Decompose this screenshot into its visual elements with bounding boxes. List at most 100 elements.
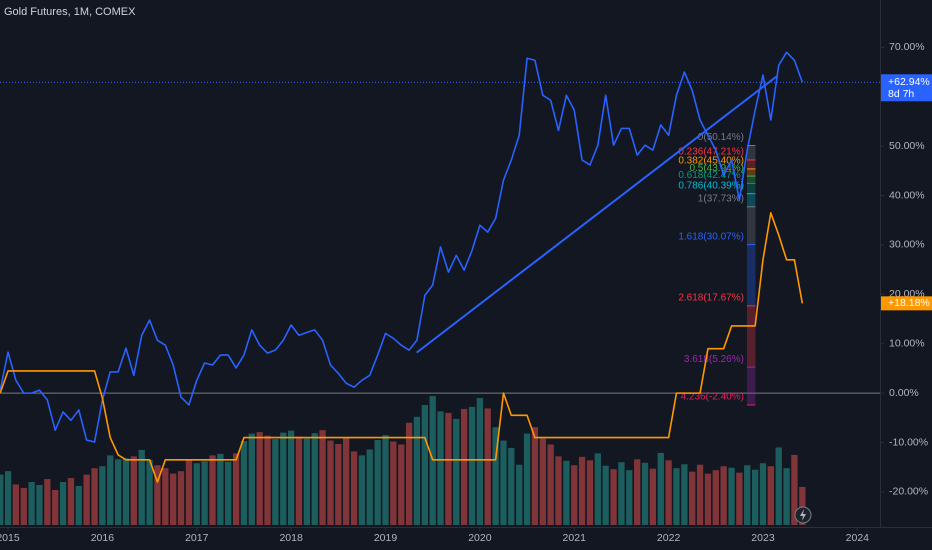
volume-bar [248, 433, 255, 525]
volume-bar [0, 474, 4, 525]
volume-bar [256, 432, 263, 525]
volume-bar [767, 466, 774, 525]
volume-bar [115, 459, 122, 525]
fib-label: 0.382(45.40%) [678, 156, 744, 167]
volume-bar [594, 453, 601, 525]
volume-bar [67, 478, 75, 525]
volume-bar [744, 465, 751, 525]
volume-bar [162, 468, 169, 525]
volume-bar [445, 412, 452, 525]
fib-band [746, 193, 756, 207]
x-tick-label: 2024 [846, 532, 870, 544]
volume-bar [689, 471, 696, 525]
volume-bar [177, 471, 185, 525]
volume-bar [350, 451, 358, 525]
volume-bar [185, 459, 193, 525]
trend-line [416, 75, 778, 354]
volume-bar [696, 464, 704, 525]
volume-bar [280, 432, 287, 525]
volume-bar [366, 449, 373, 525]
fib-label: 2.618(17.67%) [678, 293, 744, 304]
fib-band [746, 183, 756, 194]
fib-band [746, 145, 756, 160]
volume-bar [193, 463, 200, 525]
volume-bar [500, 440, 507, 525]
volume-bar [460, 408, 468, 525]
fib-label: 1.618(30.07%) [678, 231, 744, 242]
volume-bar [390, 441, 397, 525]
volume-bar [405, 422, 413, 525]
x-tick-label: 2020 [468, 532, 492, 544]
fib-label: 4.236(-2.40%) [681, 392, 744, 403]
price-label: +18.18% [888, 297, 930, 309]
series-line [0, 212, 804, 483]
volume-bar [319, 430, 326, 525]
volume-bar [335, 444, 342, 525]
volume-bar [578, 456, 586, 525]
volume-bar [531, 427, 539, 525]
volume-bar [311, 433, 318, 525]
volume-bar [12, 484, 19, 525]
fib-band [746, 244, 756, 306]
fib-label: 0(50.14%) [698, 132, 744, 143]
volume-bar [154, 465, 161, 525]
volume-bar [201, 461, 208, 525]
volume-bar [657, 452, 664, 525]
volume-bar [398, 444, 405, 525]
alert-icon[interactable] [794, 506, 812, 524]
volume-bar [704, 473, 712, 525]
volume-bar [358, 455, 366, 525]
fib-label: 0.5(43.94%) [689, 163, 743, 174]
price-label-box [881, 296, 932, 311]
volume-bar [240, 441, 248, 525]
volume-bar [287, 430, 295, 525]
x-tick-label: 2018 [279, 532, 303, 544]
series-line [0, 51, 804, 443]
volume-bar [343, 437, 350, 525]
fib-label: 1(37.73%) [698, 193, 744, 204]
volume-bar [508, 447, 515, 525]
volume-bar [437, 411, 444, 525]
y-tick-label: 70.00% [889, 41, 925, 53]
volume-bar [555, 456, 562, 525]
volume-bar [610, 469, 617, 525]
volume-bar [453, 418, 460, 525]
volume-bar [641, 462, 649, 525]
y-tick-label: 10.00% [889, 338, 925, 350]
volume-bar [264, 435, 271, 525]
x-tick-label: 2022 [657, 532, 681, 544]
volume-bar [492, 427, 499, 525]
x-tick-label: 2016 [91, 532, 115, 544]
volume-bar [539, 438, 546, 525]
y-tick-label: 40.00% [889, 189, 925, 201]
volume-bar [547, 444, 554, 525]
y-tick-label: -10.00% [889, 436, 928, 448]
volume-bar [523, 433, 531, 525]
volume-bar [752, 469, 759, 525]
x-tick-label: 2019 [374, 532, 398, 544]
volume-bar [75, 485, 82, 525]
volume-bar [130, 456, 137, 525]
volume-bar [681, 464, 688, 525]
volume-bar [217, 453, 224, 525]
volume-bar [602, 465, 609, 525]
x-tick-label: 2015 [0, 532, 20, 544]
volume-bar [791, 454, 798, 525]
volume-bar [618, 462, 625, 525]
volume-bar [99, 466, 106, 525]
volume-bar [468, 406, 476, 525]
volume-bar [759, 463, 767, 525]
fib-label: 3.618(5.26%) [684, 354, 744, 365]
fib-label: 0.236(47.21%) [678, 147, 744, 158]
x-tick-label: 2017 [185, 532, 209, 544]
volume-bar [4, 471, 12, 525]
volume-bar [209, 455, 216, 525]
volume-bar [374, 440, 381, 525]
x-tick-label: 2023 [751, 532, 775, 544]
volume-bar [649, 468, 656, 525]
volume-bar [295, 436, 303, 525]
volume-bar [476, 398, 484, 525]
price-label-box [881, 74, 932, 102]
volume-bar [83, 474, 90, 525]
volume-bar [516, 464, 523, 525]
